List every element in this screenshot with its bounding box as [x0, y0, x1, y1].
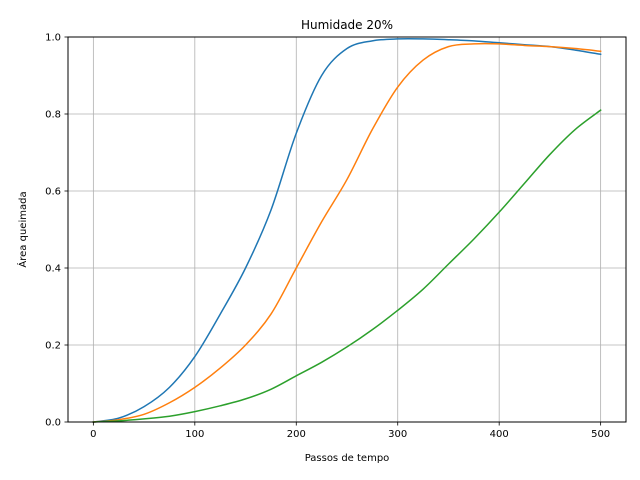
y-tick-label: 0.2 [45, 341, 61, 352]
y-tick-label: 1.0 [45, 33, 61, 44]
x-tick-label: 0 [90, 429, 96, 440]
series-lines [92, 38, 602, 423]
series-line-2 [92, 42, 602, 423]
plot-area-frame [67, 36, 627, 423]
y-tick-label: 0.4 [45, 264, 61, 275]
x-tick-label: 300 [388, 429, 407, 440]
x-tick-label: 100 [185, 429, 204, 440]
axis-ticks: 0 100 200 300 400 500 0.0 0.2 0.4 0.6 0.8 1.0 [45, 33, 610, 441]
series-line-3 [92, 109, 602, 423]
series-line-1 [92, 38, 602, 423]
x-axis-label: Passos de tempo [305, 453, 390, 464]
x-tick-label: 500 [591, 429, 610, 440]
x-tick-label: 200 [287, 429, 306, 440]
y-tick-label: 0.6 [45, 187, 61, 198]
chart-title: Humidade 20% [301, 18, 393, 32]
x-tick-label: 400 [490, 429, 509, 440]
y-tick-label: 0.0 [45, 418, 61, 429]
y-axis-label: Área queimada [16, 191, 29, 267]
y-tick-label: 0.8 [45, 110, 61, 121]
